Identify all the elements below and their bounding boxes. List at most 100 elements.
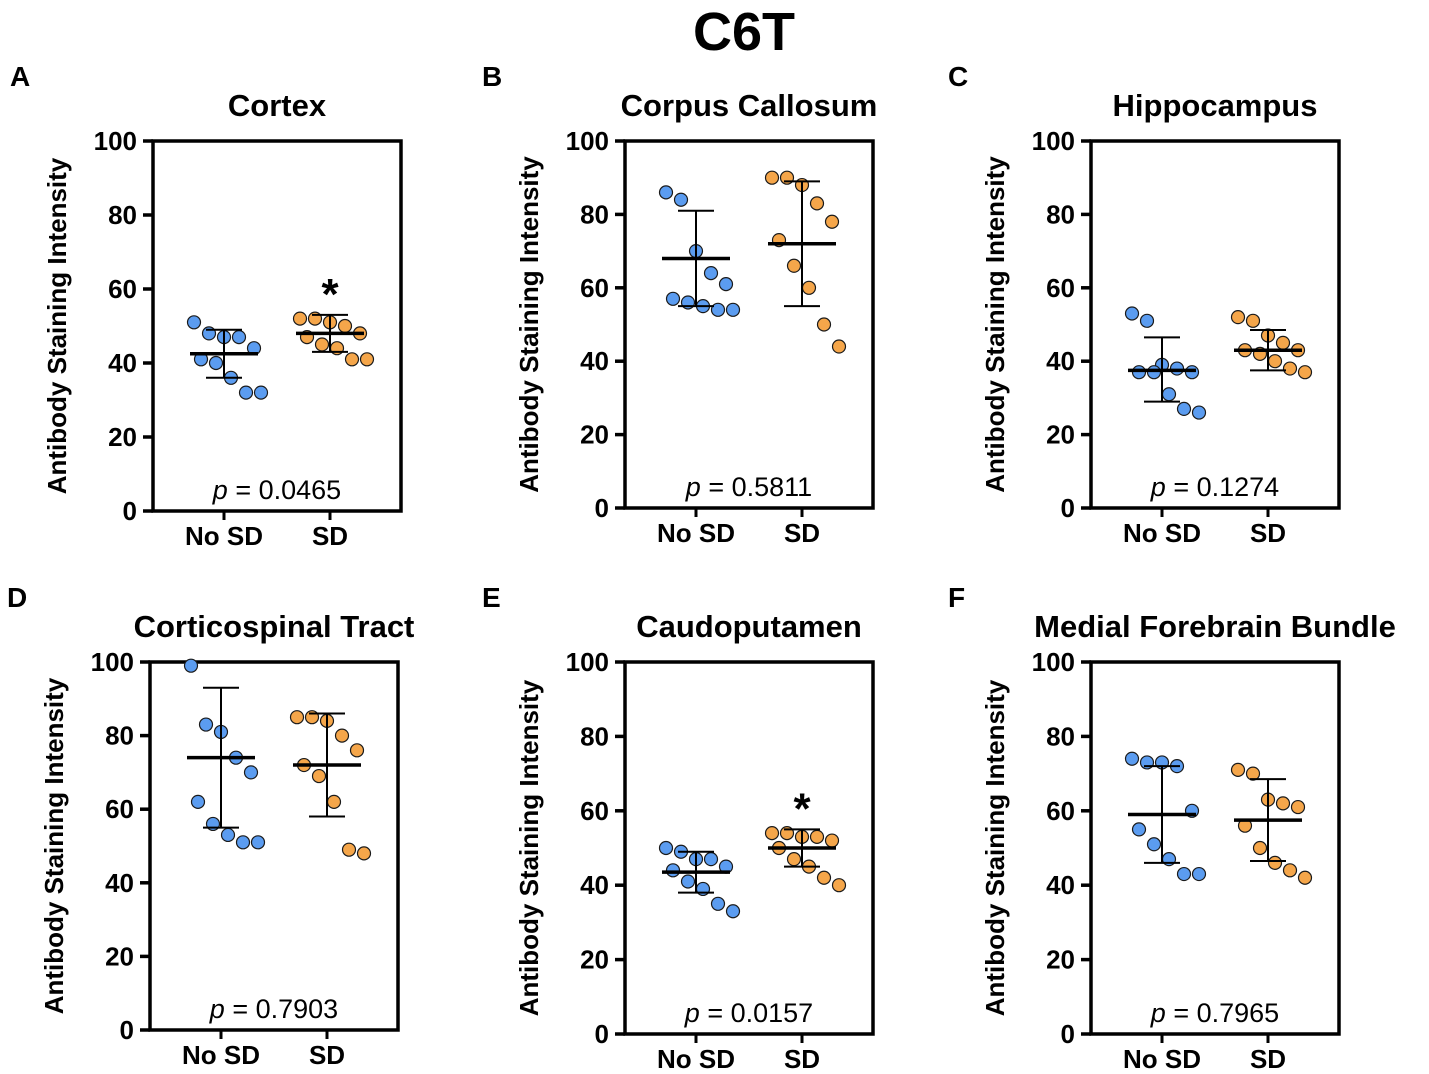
data-point-no-sd [186,315,202,330]
y-tick-label: 60 [105,794,134,824]
data-point-no-sd [235,835,251,850]
data-point-no-sd [198,717,214,732]
plot-frame [148,660,400,1032]
panel-letter: B [482,61,502,92]
y-tick-label: 60 [580,796,609,826]
data-point-no-sd [1146,837,1162,852]
p-symbol: p [212,475,228,505]
data-point-no-sd [1184,365,1200,380]
y-axis-label: Antibody Staining Intensity [514,679,544,1016]
data-point-sd [344,352,360,367]
data-point-sd [314,337,330,352]
y-tick-label: 40 [1046,870,1075,900]
y-axis-label: Antibody Staining Intensity [39,677,69,1014]
data-point-sd [349,743,365,758]
y-tick-label: 0 [1061,1019,1075,1049]
data-point-sd [334,728,350,743]
data-point-sd [831,339,847,354]
x-tick-label: No SD [1123,1044,1201,1074]
panel-letter: A [10,61,30,92]
data-point-no-sd [673,192,689,207]
panel-letter: F [948,582,965,613]
y-tick-label: 40 [580,346,609,376]
p-symbol: p [685,472,701,502]
data-point-sd [801,280,817,295]
data-point-sd [341,842,357,857]
panels: A Cortex Antibody Staining Intensity 0 20 40 6… [7,61,1396,1074]
data-point-no-sd [725,302,741,317]
data-point-no-sd [238,385,254,400]
p-value: p = 0.0157 [684,998,813,1028]
panel-c: C Hippocampus Antibody Staining Intensity 0… [948,61,1341,548]
y-tick-label: 20 [108,422,137,452]
panel-letter: C [948,61,968,92]
data-point-no-sd [250,835,266,850]
y-tick-label: 100 [91,647,134,677]
data-point-sd [1252,840,1268,856]
x-tick-label: No SD [657,518,735,548]
y-tick-label: 20 [1046,420,1075,450]
data-point-sd [1297,870,1313,885]
panel-title: Corticospinal Tract [134,609,415,644]
x-tick-label: No SD [657,1044,735,1074]
data-point-no-sd [1191,405,1207,420]
data-point-sd [326,794,342,809]
data-point-no-sd [1131,822,1147,837]
data-point-no-sd [1124,306,1140,321]
panel-title: Corpus Callosum [621,88,878,123]
y-tick-label: 80 [580,721,609,751]
panel-title: Caudoputamen [636,609,862,644]
y-tick-label: 80 [105,721,134,751]
panel-b: B Corpus Callosum Antibody Staining Intens… [482,61,877,548]
y-tick-label: 100 [1032,647,1075,677]
p-value: p = 0.7965 [1150,998,1279,1028]
p-value-number: = 0.7903 [225,994,338,1024]
data-point-no-sd [658,185,674,200]
data-point-sd [292,311,308,326]
data-point-sd [1267,855,1283,870]
data-point-no-sd [1161,387,1177,402]
x-tick-label: SD [1250,1044,1286,1074]
y-tick-label: 80 [580,199,609,229]
data-point-sd [1230,310,1246,325]
data-point-sd [337,318,353,334]
data-point-sd [824,833,840,848]
data-point-no-sd [658,840,674,856]
data-point-sd [809,196,825,211]
y-tick-label: 40 [108,348,137,378]
data-point-sd [1297,365,1313,380]
x-tick-label: SD [309,1040,345,1070]
data-point-no-sd [1124,751,1140,766]
panel-f: F Medial Forebrain Bundle Antibody Stainin… [948,582,1396,1074]
data-point-no-sd [1176,866,1192,882]
p-symbol: p [1150,472,1166,502]
data-point-no-sd [1191,866,1207,882]
y-tick-label: 0 [595,1019,609,1049]
data-point-no-sd [1169,361,1185,376]
panel-title: Cortex [228,88,327,123]
x-tick-label: SD [784,518,820,548]
panel-e: E Caudoputamen Antibody Staining Intensity… [482,582,875,1074]
p-value-number: = 0.0465 [228,475,341,505]
data-point-no-sd [253,385,269,400]
p-value: p = 0.5811 [685,472,812,502]
y-tick-label: 40 [1046,346,1075,376]
data-point-no-sd [220,827,236,843]
data-point-sd [311,768,327,784]
data-point-sd [289,710,305,725]
y-tick-label: 60 [580,273,609,303]
data-point-sd [786,852,802,867]
data-point-no-sd [710,896,726,911]
data-point-sd [1245,766,1261,781]
data-point-sd [1282,361,1298,376]
data-point-no-sd [190,794,206,809]
plot-frame [1089,660,1341,1036]
y-tick-label: 0 [1061,493,1075,523]
y-tick-label: 100 [566,647,609,677]
x-tick-label: SD [784,1044,820,1074]
data-point-sd [1275,796,1291,811]
panel-letter: E [482,582,501,613]
p-value: p = 0.0465 [212,475,341,505]
data-point-no-sd [680,874,696,889]
data-point-sd [1290,799,1306,815]
